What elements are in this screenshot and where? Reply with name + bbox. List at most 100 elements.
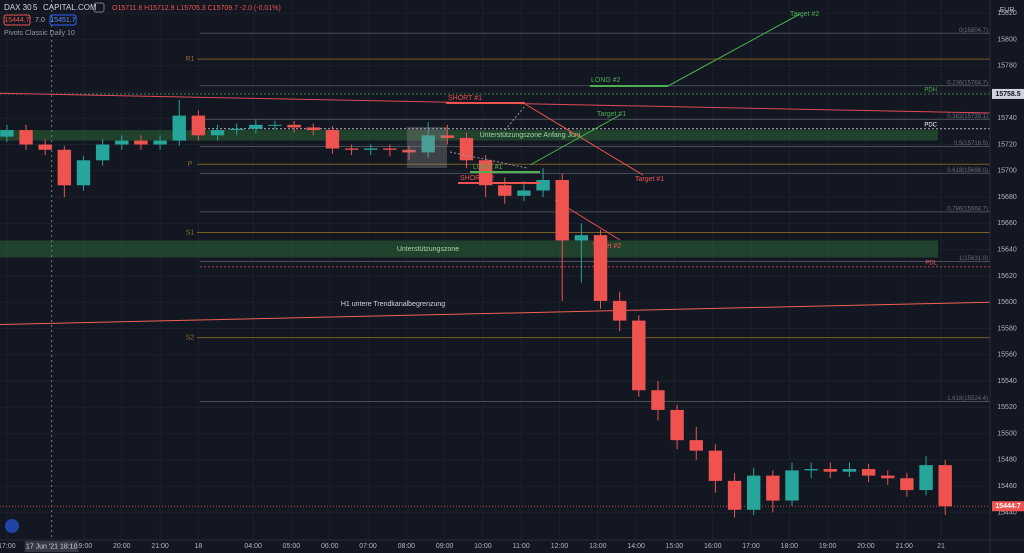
- candle-body: [287, 124, 301, 128]
- x-tick-label: 13:00: [589, 543, 607, 550]
- prev-day-label: PDC: [924, 122, 937, 128]
- ohlc: O15711.8 H15712.9 L15705.3 C15709.7 -2.0…: [112, 5, 281, 12]
- x-tick-label: 21: [937, 543, 945, 550]
- price-tag: [992, 88, 1024, 99]
- candle-body: [632, 320, 646, 391]
- candle-body: [115, 140, 129, 145]
- zone-label: Unterstützungszone: [397, 246, 459, 253]
- sell-button[interactable]: [3, 14, 31, 26]
- fib-label: 0(15804.7): [959, 28, 988, 34]
- prev-day-label: PDL: [925, 260, 937, 266]
- candle-body: [344, 148, 359, 150]
- candle-body: [440, 135, 455, 138]
- y-tick-label: 15640: [997, 246, 1017, 253]
- interval[interactable]: 5: [33, 3, 38, 12]
- x-tick-label: 06:00: [321, 543, 339, 550]
- y-tick-label: 15740: [997, 115, 1017, 122]
- annotation: LONG #1: [473, 164, 503, 171]
- y-tick-label: 15820: [997, 10, 1017, 17]
- crosshair-label: 17 Jun '21 18:10: [26, 543, 78, 550]
- indicator-name[interactable]: Pivots Classic Daily 10: [4, 30, 75, 37]
- candle-body: [651, 390, 665, 410]
- buy-price[interactable]: 15451.7: [50, 17, 75, 24]
- candle-body: [612, 300, 627, 321]
- candle-body: [134, 140, 148, 145]
- x-tick-label: 09:00: [436, 543, 454, 550]
- candle-body: [421, 135, 435, 153]
- x-tick-label: 17:00: [742, 543, 760, 550]
- x-tick-label: 16:00: [704, 543, 722, 550]
- y-tick-label: 15800: [997, 36, 1017, 43]
- trendline-label: H1 untere Trendkanalbegrenzung: [341, 301, 445, 308]
- price-tag: [992, 501, 1024, 512]
- x-tick-label: 20:00: [857, 543, 875, 550]
- buy-button[interactable]: [49, 14, 77, 26]
- arrow-line: [554, 199, 621, 241]
- annotation: SHORT #1: [448, 95, 482, 102]
- logo[interactable]: [5, 519, 19, 533]
- price-tag-label: 15758.5: [995, 91, 1020, 98]
- fib-label: 0.382(15739.1): [947, 114, 988, 120]
- annotation: Target #2: [790, 11, 819, 18]
- annotation: Target #2: [592, 243, 621, 250]
- x-tick-label: 21:00: [151, 543, 169, 550]
- y-tick-label: 15720: [997, 141, 1017, 148]
- arrow-line: [529, 114, 621, 166]
- candle-body: [95, 144, 110, 161]
- fib-label: 0.5(15718.5): [954, 141, 988, 147]
- y-tick-label: 15540: [997, 378, 1017, 385]
- fib-label: 0.786(15668.7): [947, 207, 988, 213]
- x-tick-label: 14:00: [627, 543, 645, 550]
- candle-body: [536, 180, 550, 191]
- pivot-label: S2: [186, 335, 195, 342]
- fib-label: 1.618(15524.4): [947, 396, 988, 402]
- x-tick-label: 20:00: [113, 543, 131, 550]
- price-tag-label: 15444.7: [995, 503, 1020, 510]
- x-tick-label: 18:00: [781, 543, 799, 550]
- y-tick-label: 15480: [997, 457, 1017, 464]
- candle-body: [249, 124, 263, 129]
- candle-body: [172, 115, 186, 141]
- arrow-line: [524, 103, 644, 176]
- symbol[interactable]: DAX 30: [4, 3, 32, 12]
- x-tick-label: 04:00: [244, 543, 262, 550]
- y-tick-label: 15440: [997, 509, 1017, 516]
- pivot-label: S1: [186, 229, 195, 236]
- y-tick-label: 15520: [997, 404, 1017, 411]
- pivot-label: P: [188, 161, 193, 168]
- fib-label: 1(15631.0): [959, 256, 988, 262]
- candle-body: [593, 235, 608, 301]
- x-tick-label: 15:00: [666, 543, 684, 550]
- visibility-toggle[interactable]: [93, 2, 105, 13]
- fib-label: 0.236(15764.7): [947, 80, 988, 86]
- annotation: Target #1: [635, 176, 664, 183]
- candle-body: [555, 180, 569, 241]
- candle-body: [842, 469, 857, 472]
- sell-price[interactable]: 15444.7: [4, 17, 29, 24]
- candle-body: [727, 480, 742, 510]
- candle-body: [574, 235, 589, 241]
- candle-body: [57, 149, 72, 186]
- annotation: SHORT #2: [460, 175, 494, 182]
- y-tick-label: 15600: [997, 299, 1017, 306]
- candle-body: [0, 130, 14, 137]
- candle-body: [747, 475, 761, 510]
- candle-body: [76, 160, 91, 186]
- zone-label: Unterstützungszone Anfang Juni: [480, 132, 581, 139]
- support-zone: [0, 130, 938, 141]
- annotation: LONG #2: [591, 77, 621, 84]
- x-tick-label: 08:00: [398, 543, 416, 550]
- prev-day-label: PDH: [924, 88, 937, 94]
- candle-body: [498, 185, 512, 196]
- candle-body: [402, 149, 416, 153]
- y-tick-label: 15780: [997, 63, 1017, 70]
- candle-body: [459, 137, 474, 161]
- currency: EUR: [1000, 7, 1015, 14]
- candle-body: [881, 475, 895, 479]
- candles: [0, 99, 952, 518]
- candle-body: [210, 130, 225, 136]
- trendline: [0, 301, 991, 326]
- candle-body: [383, 148, 397, 150]
- annotation: Target #1: [597, 111, 626, 118]
